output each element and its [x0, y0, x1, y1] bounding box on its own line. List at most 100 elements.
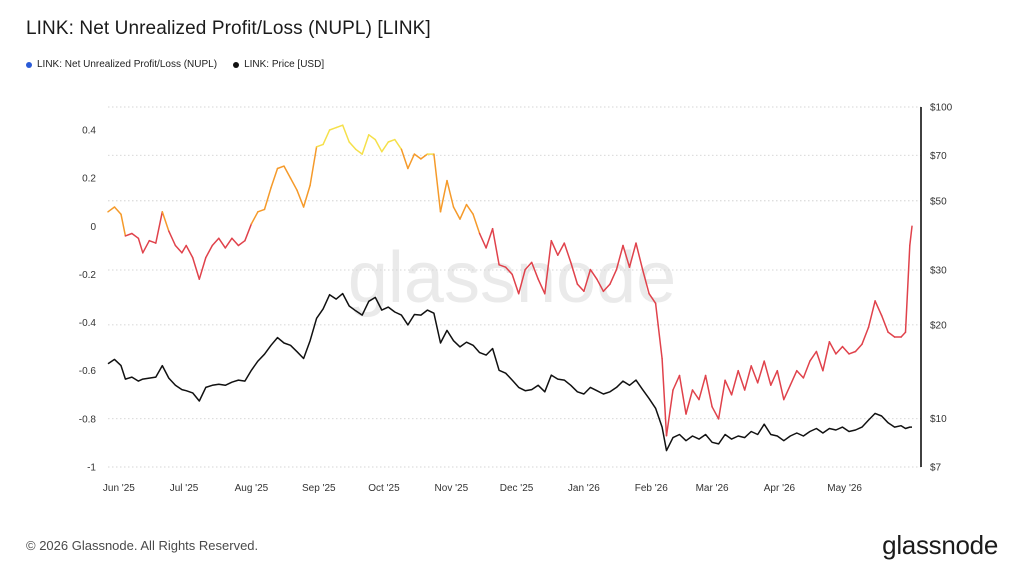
series-segment-nupl [615, 244, 624, 271]
left-axis-tick-label: -0.2 [79, 270, 97, 281]
series-segment-nupl [750, 365, 759, 384]
series-segment-nupl [763, 360, 772, 386]
series-segment-nupl [685, 389, 694, 415]
series-segment-nupl [635, 242, 644, 271]
series-segment-nupl [315, 143, 324, 148]
series-segment-nupl [524, 261, 533, 271]
series-segment-nupl [867, 300, 876, 329]
series-segment-nupl [439, 179, 448, 213]
x-axis-tick-label: Dec '25 [500, 483, 534, 494]
series-segment-nupl [354, 148, 363, 155]
series-segment-nupl [205, 244, 214, 259]
series-segment-nupl [381, 141, 390, 153]
series-segment-nupl [289, 177, 298, 191]
series-segment-nupl [717, 379, 726, 420]
series-segment-nupl [387, 138, 396, 143]
series-segment-nupl [861, 326, 870, 345]
series-segment-nupl [737, 369, 746, 391]
series-segment-nupl [504, 266, 513, 276]
series-segment-nupl [770, 369, 779, 386]
series-segment-nupl [724, 379, 733, 396]
legend-item-nupl[interactable]: LINK: Net Unrealized Profit/Loss (NUPL) [26, 59, 217, 70]
series-segment-nupl [433, 153, 442, 213]
series-segment-nupl [302, 184, 311, 208]
series-segment-nupl [672, 374, 681, 391]
series-segment-nupl [678, 374, 687, 415]
legend-item-price[interactable]: LINK: Price [USD] [233, 59, 324, 70]
copyright-text: © 2026 Glassnode. All Rights Reserved. [26, 538, 259, 553]
series-segment-nupl [835, 345, 844, 355]
series-segment-nupl [296, 189, 305, 208]
series-segment-nupl [854, 343, 863, 353]
x-axis-tick-label: Oct '25 [368, 483, 400, 494]
series-segment-nupl [446, 179, 455, 208]
series-segment-nupl [420, 153, 429, 160]
series-segment-nupl [756, 360, 765, 384]
series-segment-nupl [909, 225, 913, 247]
x-axis-tick-label: Sep '25 [302, 483, 336, 494]
x-axis-tick-label: Jul '25 [170, 483, 199, 494]
series-segment-nupl [328, 126, 337, 131]
series-segment-nupl [796, 369, 805, 379]
series-segment-nupl [231, 237, 240, 247]
series-segment-nupl [828, 341, 837, 355]
chart-legend: LINK: Net Unrealized Profit/Loss (NUPL) … [26, 59, 324, 70]
series-segment-nupl [270, 167, 279, 189]
series-segment-nupl [491, 227, 500, 266]
series-segment-nupl [511, 273, 520, 295]
series-segment-nupl [168, 230, 177, 247]
x-axis-tick-label: Nov '25 [435, 483, 469, 494]
series-segment-nupl [368, 134, 377, 141]
series-segment-nupl [628, 242, 637, 268]
right-axis-tick-label: $70 [930, 151, 947, 162]
right-axis-tick-label: $7 [930, 463, 942, 474]
series-layer [107, 124, 913, 452]
series-segment-nupl [322, 129, 331, 146]
series-segment-nupl [698, 374, 707, 401]
series-segment-nupl [887, 331, 896, 338]
series-segment-nupl [783, 384, 792, 401]
series-segment-nupl [148, 239, 157, 244]
right-axis-tick-label: $100 [930, 103, 953, 114]
series-segment-nupl [743, 365, 752, 391]
series-segment-nupl [459, 203, 468, 220]
series-segment-nupl [113, 206, 122, 215]
legend-dot-nupl [26, 61, 32, 68]
series-segment-nupl [809, 350, 818, 362]
series-segment-nupl [648, 292, 657, 305]
series-segment-nupl [841, 345, 850, 355]
series-segment-nupl [537, 278, 546, 295]
legend-label-nupl: LINK: Net Unrealized Profit/Loss (NUPL) [37, 59, 218, 70]
series-segment-nupl [131, 232, 140, 240]
series-segment-nupl [711, 406, 720, 420]
series-line-price [107, 292, 912, 452]
chart-title: LINK: Net Unrealized Profit/Loss (NUPL) … [26, 18, 431, 39]
series-segment-nupl [596, 278, 605, 293]
series-segment-nupl [335, 124, 344, 129]
x-axis-tick-label: Mar '26 [696, 483, 729, 494]
series-segment-nupl [622, 244, 631, 268]
series-segment-nupl [583, 268, 592, 293]
series-segment-nupl [181, 244, 187, 254]
series-segment-nupl [185, 244, 194, 259]
series-segment-nupl [517, 268, 526, 295]
series-segment-nupl [276, 165, 285, 170]
series-segment-nupl [665, 389, 674, 437]
left-axis-tick-label: 0.4 [82, 126, 96, 137]
series-segment-nupl [550, 239, 559, 256]
series-segment-nupl [263, 187, 272, 211]
series-segment-nupl [848, 350, 857, 355]
series-segment-nupl [137, 237, 144, 254]
x-axis-tick-label: May '26 [827, 483, 862, 494]
series-segment-nupl [576, 283, 585, 293]
series-segment-nupl [602, 283, 611, 293]
series-segment-nupl [485, 227, 494, 249]
x-axis-tick-label: Feb '26 [635, 483, 668, 494]
series-segment-nupl [283, 165, 292, 179]
series-segment-nupl [530, 261, 539, 280]
x-axis-tick-label: Jun '25 [103, 483, 135, 494]
legend-dot-price [233, 61, 240, 68]
glassnode-logo[interactable]: glassnode [882, 530, 998, 560]
right-axis-tick-label: $20 [930, 320, 947, 331]
series-segment-nupl [161, 211, 170, 232]
